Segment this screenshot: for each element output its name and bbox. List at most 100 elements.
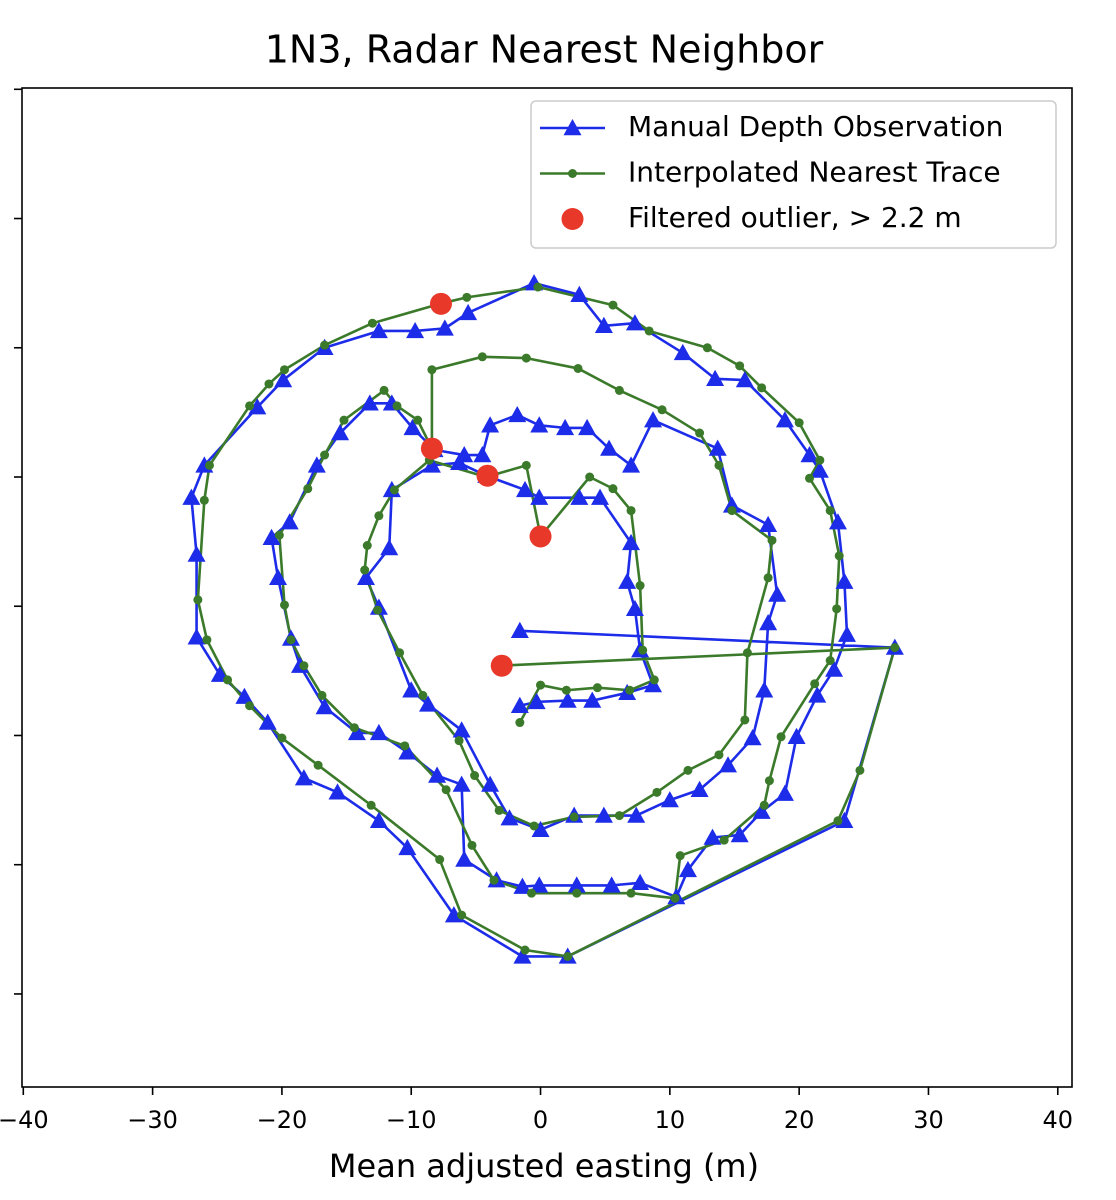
triangle-marker xyxy=(622,456,641,473)
axes-frame xyxy=(21,87,1073,1088)
circle-marker xyxy=(626,888,636,898)
triangle-marker xyxy=(428,766,447,783)
triangle-marker xyxy=(510,621,529,638)
triangle-marker xyxy=(703,828,722,845)
outlier-marker xyxy=(529,525,552,548)
triangle-marker xyxy=(730,825,749,843)
triangle-marker xyxy=(347,723,366,741)
circle-marker xyxy=(855,765,865,775)
triangle-marker xyxy=(360,394,379,411)
circle-marker xyxy=(477,352,487,362)
triangle-marker xyxy=(752,802,771,819)
triangle-marker xyxy=(602,876,621,893)
circle-marker xyxy=(767,535,777,545)
outlier-marker xyxy=(420,437,443,460)
triangle-marker xyxy=(380,539,399,556)
circle-marker xyxy=(286,635,296,645)
triangle-marker xyxy=(719,756,738,773)
circle-marker xyxy=(245,401,255,411)
triangle-marker xyxy=(594,316,613,333)
triangle-marker xyxy=(182,488,201,505)
circle-marker xyxy=(223,675,233,685)
legend-marker xyxy=(561,208,584,230)
circle-marker xyxy=(614,811,624,821)
triangle-marker xyxy=(452,721,471,738)
x-tick-label: 40 xyxy=(1043,1106,1074,1134)
triangle-marker xyxy=(435,319,454,336)
circle-marker xyxy=(569,812,579,822)
circle-marker xyxy=(462,292,472,302)
circle-marker xyxy=(825,656,835,666)
circle-marker xyxy=(714,460,724,470)
triangle-marker xyxy=(775,784,794,801)
circle-marker xyxy=(614,385,624,395)
circle-marker xyxy=(572,888,582,898)
circle-marker xyxy=(199,495,209,505)
circle-marker xyxy=(367,318,377,328)
circle-marker xyxy=(467,840,477,850)
triangle-marker xyxy=(516,480,535,498)
triangle-marker xyxy=(356,568,375,586)
triangle-marker xyxy=(315,698,334,715)
triangle-marker xyxy=(510,696,529,713)
circle-marker xyxy=(435,855,445,865)
circle-marker xyxy=(573,363,583,373)
circle-marker xyxy=(457,910,467,920)
outlier-marker xyxy=(429,292,452,315)
triangle-marker xyxy=(625,599,644,617)
triangle-marker xyxy=(269,568,288,586)
series-line xyxy=(196,285,897,958)
circle-marker xyxy=(413,415,423,425)
chart-title: 1N3, Radar Nearest Neighbor xyxy=(265,28,824,72)
triangle-marker xyxy=(513,877,532,894)
triangle-marker xyxy=(808,686,827,703)
circle-marker xyxy=(521,353,531,363)
circle-marker xyxy=(759,800,769,810)
triangle-marker xyxy=(406,321,425,339)
triangle-marker xyxy=(570,488,589,505)
circle-marker xyxy=(489,875,499,885)
circle-marker xyxy=(833,816,843,826)
triangle-marker xyxy=(800,446,819,463)
triangle-marker xyxy=(530,416,549,433)
triangle-marker xyxy=(743,729,762,746)
triangle-marker xyxy=(722,496,741,513)
triangle-marker xyxy=(828,513,847,530)
triangle-marker xyxy=(481,775,500,792)
circle-marker xyxy=(657,405,667,415)
triangle-marker xyxy=(618,572,637,589)
triangle-marker xyxy=(570,285,589,302)
circle-marker xyxy=(303,484,313,494)
circle-marker xyxy=(735,361,745,371)
triangle-marker xyxy=(444,906,463,923)
circle-marker xyxy=(727,506,737,516)
plot-area xyxy=(182,274,904,964)
circle-marker xyxy=(719,835,729,845)
triangle-marker xyxy=(768,585,787,602)
triangle-marker xyxy=(759,515,778,533)
circle-marker xyxy=(274,530,284,540)
x-tick-label: −40 xyxy=(0,1106,49,1134)
circle-marker xyxy=(608,484,618,494)
triangle-marker xyxy=(422,456,441,473)
triangle-marker xyxy=(591,488,610,505)
x-tick-label: −20 xyxy=(257,1106,308,1134)
triangle-marker xyxy=(248,398,267,415)
triangle-marker xyxy=(625,314,644,331)
triangle-marker xyxy=(530,876,549,893)
triangle-marker xyxy=(644,411,663,428)
circle-marker xyxy=(649,675,659,685)
circle-marker xyxy=(670,893,680,903)
circle-marker xyxy=(317,690,327,700)
x-tick-label: 0 xyxy=(533,1106,548,1134)
triangle-marker xyxy=(690,780,709,797)
circle-marker xyxy=(373,605,383,615)
triangle-marker xyxy=(622,533,641,551)
triangle-marker xyxy=(513,947,532,964)
triangle-marker xyxy=(825,660,844,677)
circle-marker xyxy=(561,685,571,695)
triangle-marker xyxy=(706,369,725,386)
legend-box xyxy=(530,100,1057,249)
circle-marker xyxy=(675,851,685,861)
triangle-marker xyxy=(835,572,854,589)
